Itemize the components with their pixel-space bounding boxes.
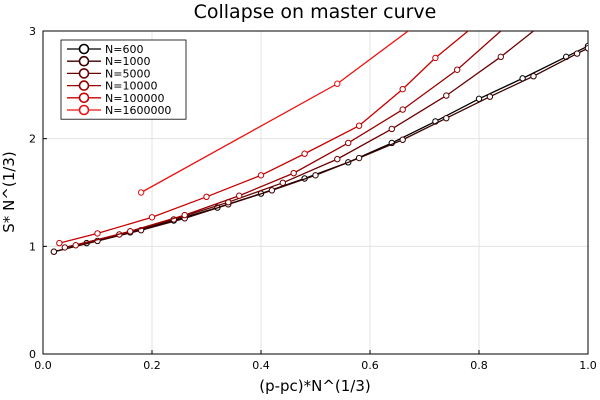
legend-swatch-marker [78, 55, 90, 67]
data-point [443, 92, 450, 99]
plot-frame [42, 30, 589, 355]
data-point [497, 53, 504, 61]
data-point [584, 45, 588, 52]
legend-label: N=10000 [105, 80, 157, 93]
data-point [345, 139, 352, 147]
chart-title: Collapse on master curve [194, 1, 437, 23]
data-point [399, 85, 406, 93]
series-n-1600000 [137, 31, 409, 196]
data-point [148, 214, 156, 221]
data-point [61, 244, 69, 251]
series-n-1000 [50, 45, 588, 255]
legend-label: N=600 [105, 43, 143, 56]
data-point [399, 106, 406, 113]
legend: N=600N=1000N=5000N=10000N=100000N=160000… [60, 39, 187, 120]
data-point [355, 154, 363, 162]
legend-label: N=1000 [105, 55, 150, 68]
legend-item: N=100000 [67, 92, 164, 105]
data-point [573, 50, 581, 57]
data-point [257, 172, 265, 179]
x-tick-label: 0.8 [470, 359, 488, 372]
series-line [59, 31, 469, 244]
legend-swatch-marker [78, 43, 90, 55]
legend-item: N=600 [67, 43, 143, 56]
legend-item: N=1600000 [67, 104, 171, 117]
data-point [279, 179, 286, 187]
data-point [72, 242, 79, 249]
series-layer [50, 31, 588, 255]
legend-label: N=5000 [105, 67, 150, 80]
data-point [334, 80, 341, 87]
data-point [312, 172, 319, 179]
data-point [268, 187, 276, 194]
y-tick-label: 2 [29, 133, 36, 146]
legend-item: N=5000 [67, 67, 150, 80]
x-tick-label: 0.6 [361, 359, 379, 372]
data-point [486, 93, 494, 100]
legend-swatch-marker [78, 92, 90, 104]
legend-label: N=100000 [105, 92, 164, 105]
x-axis-title: (p-pc)*N^(1/3) [259, 377, 371, 395]
data-point [388, 125, 395, 133]
data-point [454, 66, 461, 73]
legend-swatch-marker [78, 104, 90, 116]
x-tick-label: 0.0 [34, 359, 52, 372]
data-point [399, 136, 406, 143]
data-point [50, 248, 58, 255]
legend-swatch-marker [78, 80, 90, 91]
x-tick-label: 0.2 [143, 359, 161, 372]
data-point [530, 73, 537, 80]
y-tick-label: 0 [29, 348, 36, 361]
legend-swatch-marker [78, 68, 90, 79]
y-tick-label: 1 [29, 240, 36, 253]
data-point [127, 228, 134, 235]
data-point [301, 150, 308, 157]
data-point [56, 239, 63, 247]
legend-item: N=1000 [67, 55, 150, 68]
series-n-100000 [56, 31, 469, 247]
data-point [203, 193, 210, 201]
y-tick-label: 3 [29, 25, 36, 38]
y-axis-title: S* N^(1/3) [0, 151, 18, 232]
legend-item: N=10000 [67, 80, 157, 93]
axis-ticks: 0.0 0.2 0.4 0.6 0.8 1.0 0 1 2 3 [29, 25, 597, 372]
series-line [53, 47, 588, 253]
data-point [443, 115, 450, 122]
data-point [236, 192, 243, 199]
data-point [355, 122, 363, 129]
data-point [290, 169, 297, 177]
x-tick-label: 1.0 [579, 359, 597, 372]
series-n-10000 [72, 31, 502, 249]
data-point [181, 211, 188, 219]
data-point [432, 54, 439, 62]
data-point [137, 189, 145, 196]
x-tick-label: 0.4 [252, 359, 270, 372]
data-point [334, 155, 341, 163]
data-point [94, 230, 101, 237]
legend-label: N=1600000 [105, 104, 171, 117]
